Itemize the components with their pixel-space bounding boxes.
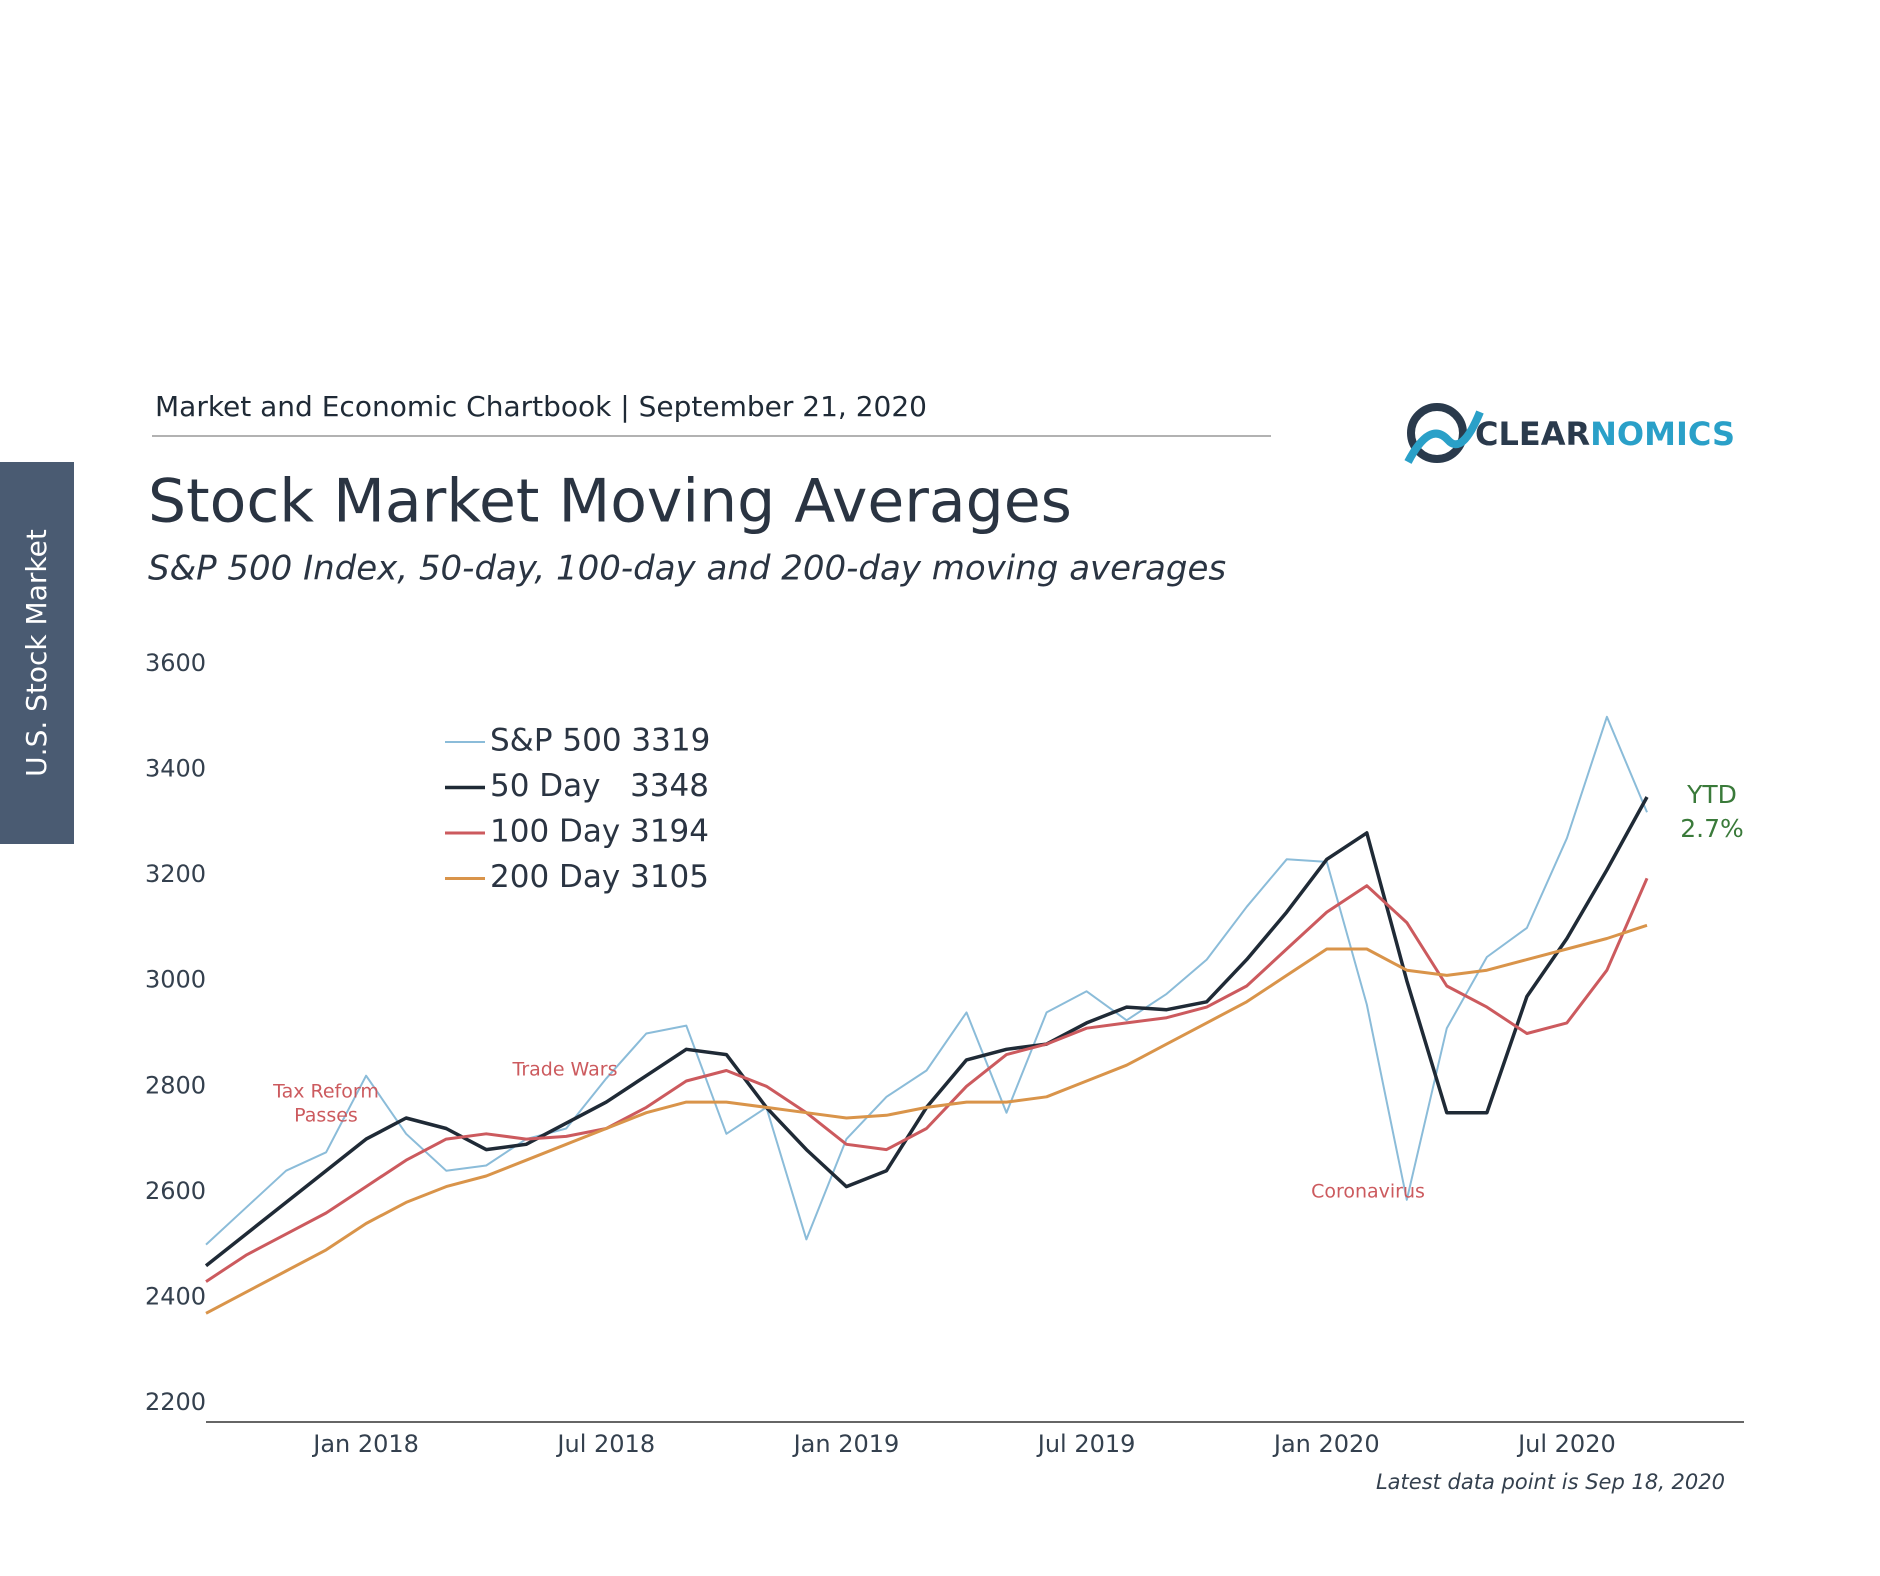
x-tick-label: Jul 2020 <box>1516 1430 1616 1458</box>
x-tick-label: Jan 2019 <box>792 1430 900 1458</box>
legend-label: 200 Day 3105 <box>490 859 709 895</box>
y-tick-label: 2200 <box>145 1388 206 1416</box>
logo: CLEARNOMICS <box>1404 403 1735 464</box>
annotation: Coronavirus <box>1311 1181 1425 1203</box>
x-tick-label: Jul 2018 <box>555 1430 655 1458</box>
annotation: Tax Reform <box>272 1081 379 1103</box>
legend-label: 50 Day 3348 <box>490 768 709 804</box>
brand-part1: CLEAR <box>1475 415 1590 453</box>
annotation: 2.7% <box>1680 814 1744 843</box>
x-tick-label: Jan 2020 <box>1272 1430 1380 1458</box>
y-tick-label: 3400 <box>145 755 206 783</box>
series-line <box>205 923 1648 1315</box>
brand-part2: NOMICS <box>1590 415 1735 453</box>
x-tick-label: Jan 2018 <box>311 1430 419 1458</box>
header: Market and Economic Chartbook | Septembe… <box>155 390 927 423</box>
side-tab <box>0 462 74 844</box>
legend-label: S&P 500 3319 <box>490 723 710 759</box>
y-tick-label: 2800 <box>145 1071 206 1099</box>
chart-subtitle: S&P 500 Index, 50-day, 100-day and 200-d… <box>148 549 1226 589</box>
annotation: Passes <box>294 1105 358 1127</box>
logo-ring <box>1407 403 1467 463</box>
x-tick-label: Jul 2019 <box>1036 1430 1136 1458</box>
side-tab-label: U.S. Stock Market <box>20 529 53 777</box>
y-tick-label: 3000 <box>145 966 206 994</box>
series-line <box>205 715 1648 1246</box>
legend-label: 100 Day 3194 <box>490 814 709 850</box>
y-tick-label: 2400 <box>145 1282 206 1310</box>
series-line <box>205 877 1649 1283</box>
chart-title: Stock Market Moving Averages <box>148 467 1072 537</box>
logo-swoosh <box>1404 410 1484 464</box>
y-tick-label: 2600 <box>145 1177 206 1205</box>
svg-text:CLEARNOMICS: CLEARNOMICS <box>1475 415 1735 453</box>
annotation: Trade Wars <box>512 1059 618 1081</box>
y-tick-label: 3600 <box>145 649 206 677</box>
annotation: YTD <box>1686 780 1737 809</box>
footnote: Latest data point is Sep 18, 2020 <box>1376 1470 1725 1494</box>
y-tick-label: 3200 <box>145 860 206 888</box>
